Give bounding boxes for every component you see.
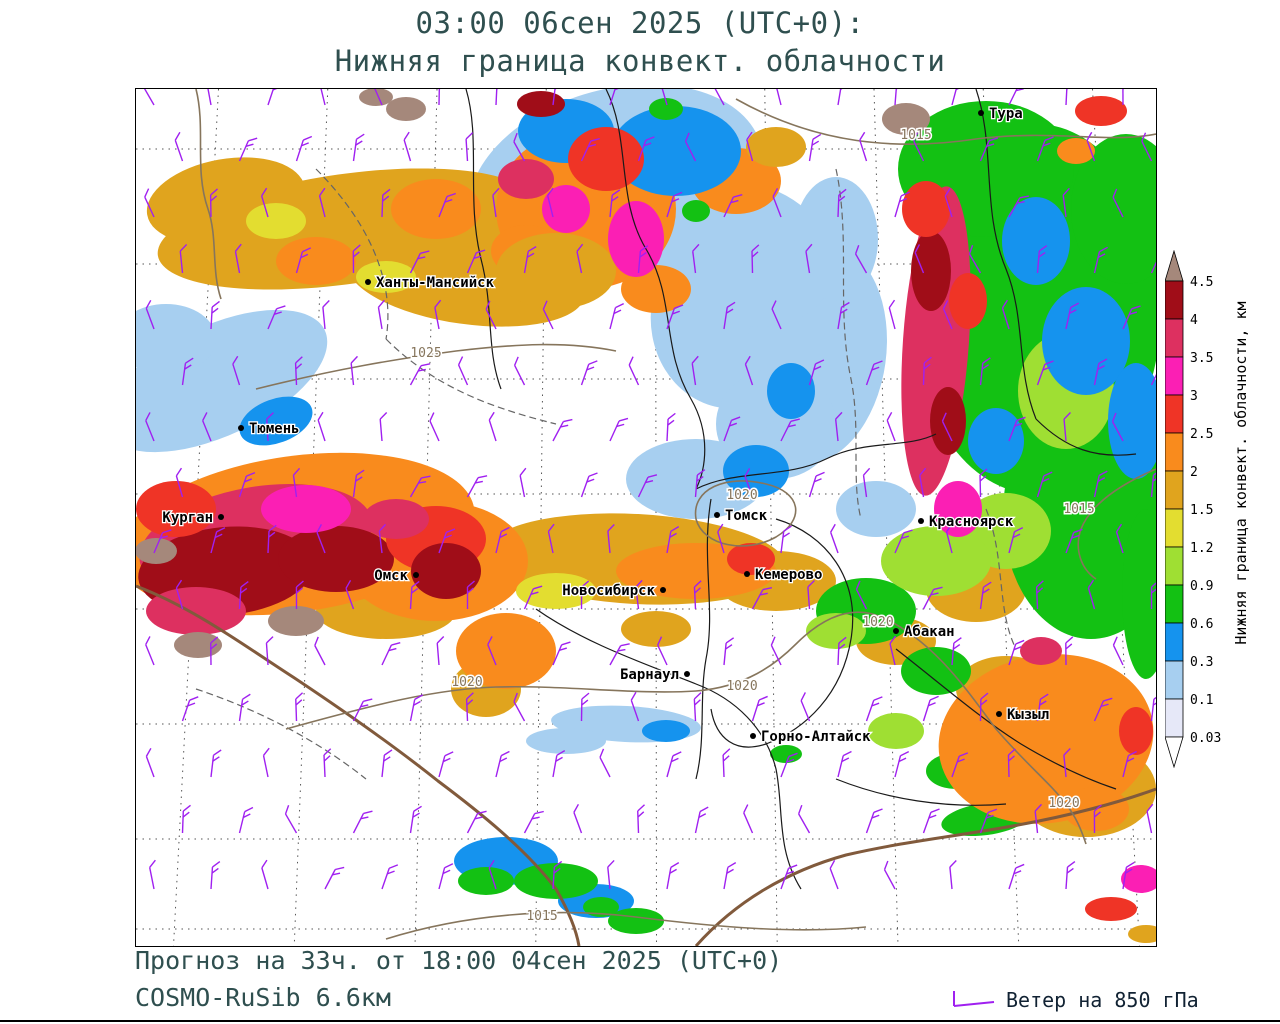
colorbar-bottom-triangle — [1165, 736, 1184, 768]
forecast-info: Прогноз на 33ч. от 18:00 04сен 2025 (UTC… — [135, 946, 783, 975]
colorbar-tick-label: 1.2 — [1190, 541, 1213, 556]
colorbar-tick-label: 3.5 — [1190, 351, 1213, 366]
city-label: Горно-Алтайск — [761, 729, 871, 745]
colorbar-tick-label: 0.3 — [1190, 655, 1213, 670]
city-dot — [714, 512, 720, 518]
city-dot — [744, 571, 750, 577]
isobars — [195, 89, 1156, 940]
colorbar-tick-label: 0.03 — [1190, 731, 1221, 746]
bottom-rule — [0, 1020, 1280, 1022]
pressure-label: 1025 — [410, 346, 441, 361]
colorbar-tick-label: 2.5 — [1190, 427, 1213, 442]
city-dot — [978, 110, 984, 116]
city-label: Тюмень — [249, 421, 300, 437]
city-dot — [365, 279, 371, 285]
city-label: Барнаул — [620, 667, 679, 683]
title-parameter: Нижняя граница конвект. облачности — [334, 44, 946, 78]
colorbar-block — [1165, 546, 1184, 586]
colorbar-tick-label: 3 — [1190, 389, 1198, 404]
wind-barb-icon — [953, 991, 995, 1007]
colorbar-block — [1165, 394, 1184, 434]
city-label: Курган — [162, 510, 213, 526]
city-label: Ханты-Мансийск — [376, 275, 495, 291]
city-label: Тура — [989, 106, 1023, 122]
colorbar-block — [1165, 508, 1184, 548]
colorbar-block — [1165, 280, 1184, 320]
wind-legend: Ветер на 850 гПа — [948, 988, 1199, 1012]
colorbar-block — [1165, 660, 1184, 700]
admin-borders — [136, 89, 1156, 946]
city-dot — [413, 572, 419, 578]
city-label: Томск — [725, 508, 768, 524]
pressure-label: 1015 — [526, 909, 557, 924]
colorbar-tick-label: 4.5 — [1190, 275, 1213, 290]
colorbar-scale: 4.5 4 3.5 3 2.5 2 1.5 1.2 0.9 0.6 0.3 0.1 0.03 — [1165, 250, 1221, 768]
pressure-label: 1015 — [900, 128, 931, 143]
colorbar-block — [1165, 432, 1184, 472]
pressure-label: 1020 — [1048, 796, 1079, 811]
colorbar-block — [1165, 356, 1184, 396]
city-dot — [238, 425, 244, 431]
colorbar-tick-label: 2 — [1190, 465, 1198, 480]
colorbar-block — [1165, 470, 1184, 510]
pressure-label: 1020 — [862, 615, 893, 630]
colorbar-tick-label: 0.9 — [1190, 579, 1213, 594]
colorbar-block — [1165, 318, 1184, 358]
wind-legend-label: Ветер на 850 гПа — [1006, 988, 1199, 1012]
pressure-labels: 1015 1025 1020 1015 1020 1020 1020 1015 1020 — [409, 127, 1096, 926]
city-label: Омск — [374, 568, 408, 584]
city-dot — [918, 518, 924, 524]
colorbar-block — [1165, 698, 1184, 738]
city-label: Кемерово — [755, 567, 822, 583]
title-datetime: 03:00 06сен 2025 (UTC+0): — [415, 6, 865, 40]
pressure-label: 1020 — [726, 488, 757, 503]
colorbar-tick-label: 4 — [1190, 313, 1198, 328]
city-dot — [660, 587, 666, 593]
wind-barbs — [142, 89, 1156, 890]
city-label: Кызыл — [1007, 707, 1049, 723]
colorbar-tick-label: 0.6 — [1190, 617, 1213, 632]
city-label: Новосибирск — [562, 583, 655, 599]
city-dot — [750, 733, 756, 739]
pressure-label: 1015 — [1063, 502, 1094, 517]
pressure-label: 1020 — [726, 679, 757, 694]
colorbar-title: Нижняя граница конвект. облачности, км — [1232, 301, 1250, 645]
colorbar-block — [1165, 584, 1184, 624]
colorbar-tick-label: 1.5 — [1190, 503, 1213, 518]
cloud-base-regions — [136, 89, 1156, 943]
colorbar-top-triangle — [1165, 250, 1184, 282]
colorbar-block — [1165, 622, 1184, 662]
cities: Тура Ханты-Мансийск Тюмень Курган Омск Томск К… — [161, 105, 1050, 747]
map-frame: 1015 1025 1020 1015 1020 1020 1020 1015 1020 Тура… — [135, 88, 1157, 947]
city-dot — [996, 711, 1002, 717]
colorbar: 4.5 4 3.5 3 2.5 2 1.5 1.2 0.9 0.6 0.3 0.1 0.03 — [1165, 250, 1239, 768]
city-dot — [893, 628, 899, 634]
model-info: COSMO-RuSib 6.6км — [135, 983, 391, 1012]
city-label: Красноярск — [929, 514, 1014, 530]
colorbar-tick-label: 0.1 — [1190, 693, 1213, 708]
pressure-label: 1020 — [451, 675, 482, 690]
city-label: Абакан — [904, 624, 955, 640]
page-title: 03:00 06сен 2025 (UTC+0): Нижняя граница… — [0, 4, 1280, 80]
city-dot — [218, 514, 224, 520]
city-dot — [684, 671, 690, 677]
